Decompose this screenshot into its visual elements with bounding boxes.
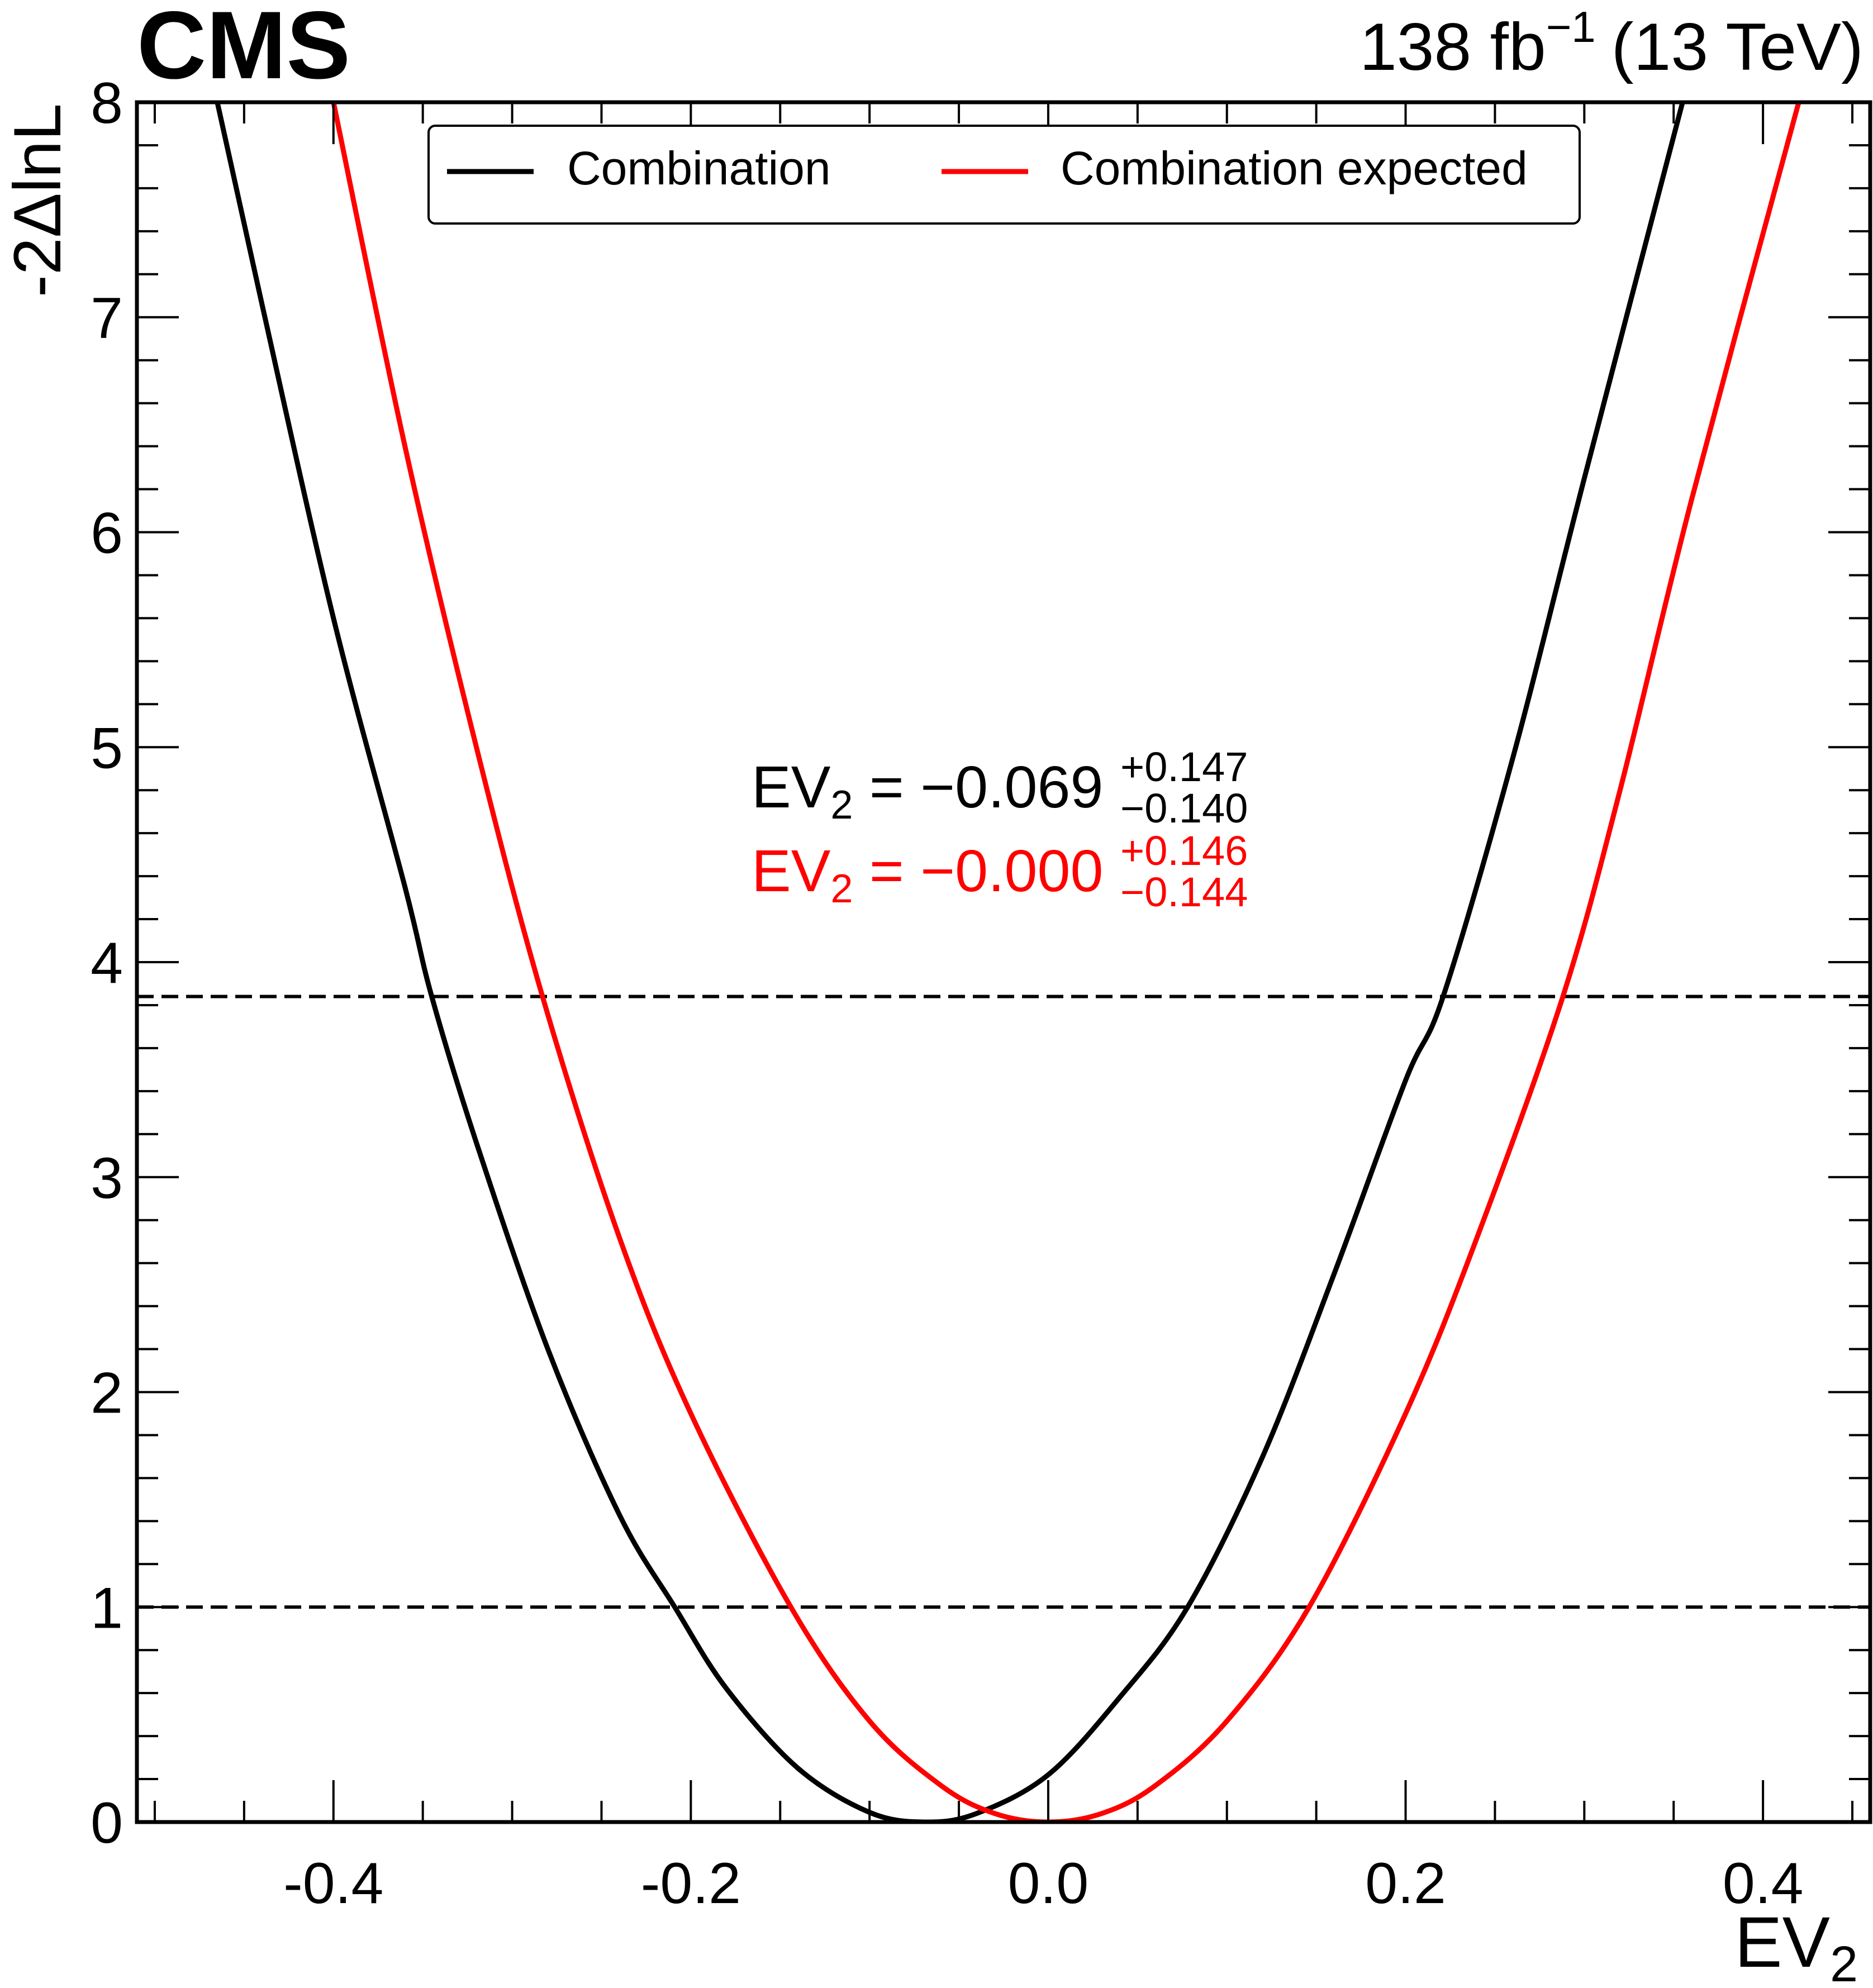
x-tick-label: 0.0: [1008, 1851, 1089, 1916]
x-tick-label: 0.4: [1723, 1851, 1804, 1916]
annotation-observed-label: EV: [752, 754, 831, 820]
energy-label: (13 TeV): [1611, 9, 1864, 84]
result-annotation-observed: EV2 = −0.069 +0.147 −0.140: [752, 744, 1248, 831]
lumi-value: 138 fb: [1359, 9, 1546, 84]
y-axis-label: -2ΔlnL: [0, 103, 75, 297]
series-line-0: [215, 102, 1685, 1822]
axis-ticks: [137, 101, 1870, 1823]
annotation-observed-sub: 2: [830, 783, 853, 827]
series-line-1: [331, 102, 1801, 1822]
axis-tick-labels: -0.4 -0.2 0.0 0.2 0.4 0 1 2 3 4 5 6 7 8: [91, 71, 1803, 1916]
y-tick-label: 6: [91, 501, 123, 566]
plot-frame: [135, 100, 1872, 1824]
y-tick-label: 2: [91, 1361, 123, 1426]
x-axis-label: EV2: [1734, 1903, 1858, 1988]
annotation-expected-label: EV: [752, 838, 831, 904]
y-tick-label: 4: [91, 931, 123, 996]
annotation-expected-sub: 2: [830, 867, 853, 911]
reference-lines: [137, 995, 1870, 1609]
y-tick-label: 7: [91, 286, 123, 351]
annotation-expected-value: = −0.000: [853, 838, 1103, 904]
lumi-label: 138 fb−1 (13 TeV): [1359, 2, 1864, 84]
y-tick-label: 5: [91, 716, 123, 781]
annotation-expected-up: +0.146: [1120, 827, 1248, 874]
annotation-observed-value: = −0.069: [853, 754, 1103, 820]
x-tick-label: -0.2: [641, 1851, 741, 1916]
lumi-exponent: −1: [1546, 2, 1596, 51]
legend: Combination Combination expected: [427, 125, 1581, 225]
y-tick-label: 0: [91, 1791, 123, 1856]
y-tick-label: 1: [91, 1576, 123, 1640]
annotation-observed-down: −0.140: [1120, 785, 1248, 831]
result-annotation-expected: EV2 = −0.000 +0.146 −0.144: [752, 827, 1248, 915]
legend-label-expected: Combination expected: [1061, 142, 1528, 194]
x-tick-label: 0.2: [1365, 1851, 1446, 1916]
annotation-expected-down: −0.144: [1120, 869, 1248, 915]
y-tick-label: 8: [91, 71, 123, 136]
annotation-observed-up: +0.147: [1120, 744, 1248, 790]
legend-label-combination: Combination: [567, 142, 831, 194]
experiment-label: CMS: [137, 0, 350, 99]
svg-text:EV2 = −0.000: EV2 = −0.000: [752, 838, 1103, 911]
x-axis-label-main: EV: [1734, 1903, 1830, 1982]
x-axis-label-sub: 2: [1830, 1937, 1858, 1988]
svg-text:EV2 = −0.069: EV2 = −0.069: [752, 754, 1103, 827]
curves: [215, 102, 1801, 1822]
legend-box: [427, 125, 1581, 225]
y-tick-label: 3: [91, 1146, 123, 1211]
x-tick-label: -0.4: [283, 1851, 383, 1916]
